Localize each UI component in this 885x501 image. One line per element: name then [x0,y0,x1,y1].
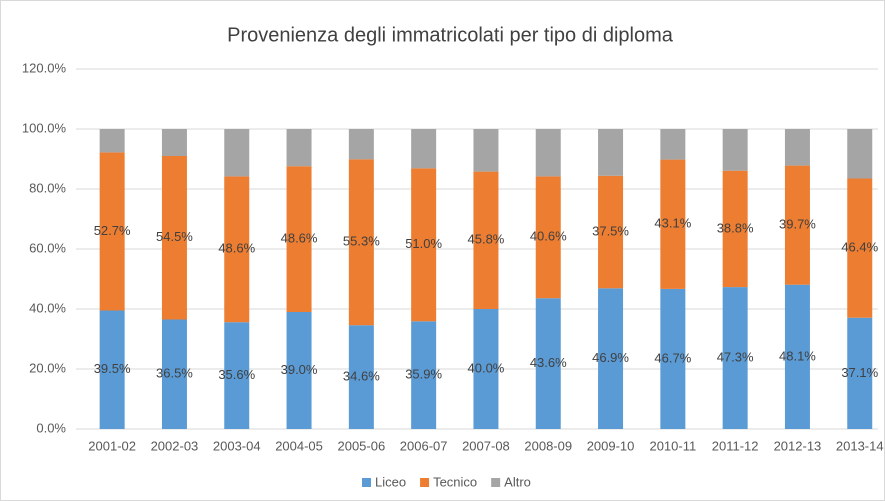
bar-segment [224,129,250,177]
legend-swatch [491,478,501,487]
x-tick-label: 2004-05 [275,438,323,453]
x-tick-label: 2010-11 [649,438,696,453]
bar-segment [847,317,873,429]
data-label: 47.3% [717,349,754,364]
data-label: 52.7% [94,223,131,238]
x-tick-label: 2007-08 [462,438,510,453]
bar-segment [99,152,125,311]
data-label: 37.5% [592,223,629,238]
bar-segment [660,159,686,289]
y-tick-label: 80.0% [29,180,66,195]
x-tick-label: 2013-14 [836,438,884,453]
data-label: 40.0% [468,360,505,375]
y-tick-label: 60.0% [29,240,66,255]
data-label: 43.6% [530,355,567,370]
data-label: 48.6% [218,241,255,256]
bar-segment [411,168,437,322]
bar-segment [535,129,561,177]
x-tick-label: 2011-12 [712,438,759,453]
bar-segment [473,171,499,309]
bar-segment [598,129,624,176]
data-label: 39.7% [779,217,816,232]
data-label: 55.3% [343,234,380,249]
y-tick-label: 40.0% [29,300,66,315]
bar-segment [286,312,312,429]
data-label: 38.8% [717,220,754,235]
legend-label: Altro [504,474,531,489]
bar-segment [847,129,873,179]
data-label: 39.0% [281,362,318,377]
x-tick-label: 2006-07 [400,438,448,453]
data-label: 34.6% [343,369,380,384]
bar-segment [99,310,125,429]
bar-segment [348,325,374,429]
bar-segment [784,165,810,285]
bar-segment [784,129,810,166]
y-tick-label: 100.0% [22,120,67,135]
bar-segment [348,129,374,160]
bar-segment [598,288,624,429]
bar-segment [784,284,810,429]
data-label: 54.5% [156,229,193,244]
x-tick-label: 2012-13 [774,438,822,453]
legend-swatch [362,478,371,487]
y-tick-label: 0.0% [36,420,66,435]
data-label: 35.9% [405,367,442,382]
legend-label: Liceo [375,474,406,489]
y-tick-label: 120.0% [22,60,67,75]
data-label: 48.1% [779,348,816,363]
bar-segment [473,309,499,429]
bar-segment [161,156,187,320]
x-tick-label: 2002-03 [151,438,199,453]
data-label: 43.1% [654,216,691,231]
x-tick-label: 2009-10 [587,438,635,453]
bar-segment [722,287,748,429]
data-label: 48.6% [281,231,318,246]
bar-segment [286,166,312,312]
y-tick-label: 20.0% [29,360,66,375]
bar-segment [535,298,561,429]
bar-segment [660,129,686,160]
bar-segment [660,288,686,429]
bar-segment [161,319,187,429]
bar-segment [224,176,250,323]
bar-segment [722,129,748,171]
bar-segment [535,176,561,299]
x-tick-label: 2008-09 [524,438,572,453]
data-label: 46.9% [592,350,629,365]
data-label: 46.7% [654,350,691,365]
data-label: 36.5% [156,366,193,381]
legend-swatch [420,478,430,487]
bar-segment [161,129,187,156]
bar-segment [286,129,312,167]
data-label: 51.0% [405,236,442,251]
bar-segment [348,159,374,326]
x-tick-label: 2001-02 [88,438,136,453]
data-label: 39.5% [94,361,131,376]
data-label: 35.6% [218,367,255,382]
bar-segment [847,178,873,318]
bar-segment [473,129,499,172]
bar-segment [598,175,624,289]
data-label: 45.8% [468,232,505,247]
bar-segment [411,129,437,169]
bar-segment [411,321,437,429]
legend-label: Tecnico [433,474,477,489]
x-tick-label: 2005-06 [337,438,385,453]
chart-title: Provenienza degli immatricolati per tipo… [227,24,674,46]
bar-segment [722,170,748,288]
data-label: 40.6% [530,229,567,244]
bar-segment [224,322,250,429]
data-label: 37.1% [841,365,878,380]
data-label: 46.4% [841,240,878,255]
bar-segment [99,129,125,153]
x-tick-label: 2003-04 [213,438,261,453]
